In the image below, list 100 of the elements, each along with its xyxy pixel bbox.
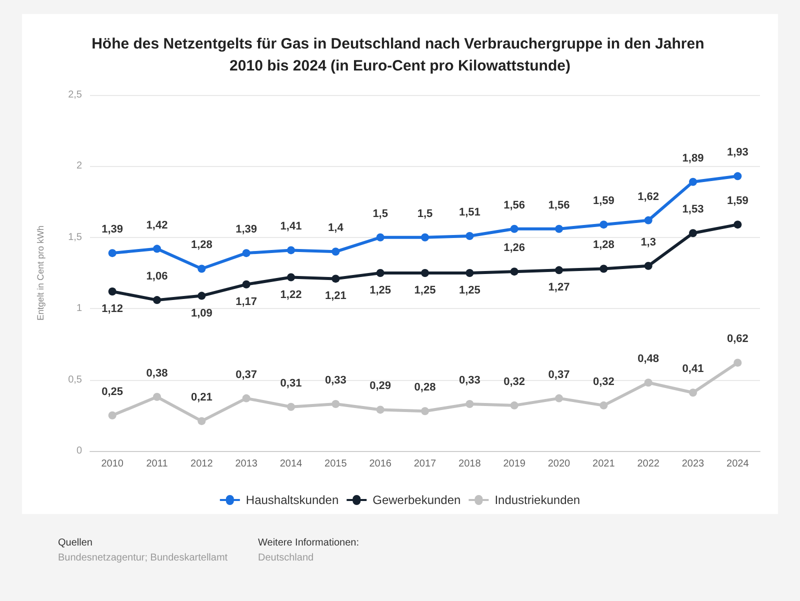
x-tick-label: 2021 bbox=[592, 458, 616, 470]
data-label: 1,59 bbox=[592, 195, 614, 208]
point bbox=[242, 249, 250, 258]
data-label: 1,12 bbox=[102, 303, 124, 316]
legend-label: Industriekunden bbox=[494, 493, 580, 507]
data-label: 0,38 bbox=[146, 367, 168, 380]
point bbox=[644, 216, 652, 224]
data-label: 0,62 bbox=[726, 333, 748, 346]
data-label: 0,31 bbox=[280, 377, 302, 390]
point bbox=[376, 269, 384, 277]
data-label: 1,4 bbox=[328, 222, 344, 234]
x-tick-label: 2013 bbox=[235, 458, 258, 470]
point bbox=[376, 406, 384, 414]
data-label: 0,33 bbox=[458, 374, 480, 387]
x-tick-label: 2017 bbox=[414, 458, 437, 470]
data-label: 1,25 bbox=[414, 284, 436, 296]
point bbox=[287, 402, 295, 411]
data-label: 1,51 bbox=[458, 206, 480, 218]
point bbox=[242, 394, 250, 402]
data-label: 0,33 bbox=[324, 374, 346, 387]
x-tick-label: 2010 bbox=[101, 458, 124, 470]
point bbox=[153, 296, 161, 304]
point bbox=[555, 266, 563, 274]
point bbox=[421, 269, 429, 277]
chart-title: Höhe des Netzentgelts für Gas in Deutschland nach Verbrauchergruppe in den Jahren 2010 bis 2024 (in Euro-Cent pro Kilowattstunde) bbox=[92, 36, 708, 74]
y-axis-title: Entgelt in Cent pro kWh bbox=[36, 225, 46, 321]
y-tick-label: 1,5 bbox=[68, 232, 82, 243]
point bbox=[600, 220, 608, 229]
point bbox=[287, 273, 295, 282]
data-label: 1,89 bbox=[682, 152, 704, 164]
point bbox=[689, 388, 697, 397]
data-label: 0,32 bbox=[504, 376, 526, 388]
x-tick-label: 2016 bbox=[369, 458, 392, 470]
point bbox=[332, 400, 340, 408]
point bbox=[734, 172, 742, 180]
data-label: 0,29 bbox=[370, 380, 392, 392]
point bbox=[600, 264, 608, 273]
data-label: 1,5 bbox=[417, 208, 433, 220]
text: Weitere Informationen: bbox=[258, 538, 359, 548]
data-label: 0,21 bbox=[190, 392, 212, 404]
data-label: 1,56 bbox=[504, 199, 526, 212]
x-tick-label: 2014 bbox=[280, 458, 303, 470]
point bbox=[734, 358, 742, 367]
point bbox=[644, 378, 652, 387]
data-label: 1,41 bbox=[280, 220, 302, 233]
data-label: 1,09 bbox=[190, 307, 212, 320]
point bbox=[108, 411, 116, 420]
point bbox=[332, 248, 340, 256]
point bbox=[600, 401, 608, 410]
x-tick-label: 2011 bbox=[146, 458, 168, 470]
point bbox=[376, 233, 384, 242]
y-tick-label: 2,5 bbox=[68, 90, 82, 100]
point bbox=[332, 274, 340, 283]
point bbox=[108, 249, 116, 258]
point bbox=[689, 178, 697, 186]
point bbox=[734, 220, 742, 229]
data-label: 1,53 bbox=[682, 204, 704, 216]
x-tick-label: 2019 bbox=[503, 458, 526, 470]
data-label: 1,22 bbox=[280, 288, 302, 301]
point bbox=[198, 264, 206, 273]
data-label: 1,42 bbox=[146, 219, 168, 232]
data-label: 1,93 bbox=[726, 146, 748, 159]
data-label: 1,17 bbox=[236, 296, 258, 308]
data-label: 1,21 bbox=[324, 290, 346, 302]
point bbox=[198, 292, 206, 300]
x-tick-label: 2018 bbox=[458, 458, 482, 470]
point bbox=[421, 407, 429, 416]
x-tick-label: 2023 bbox=[682, 458, 705, 470]
legend-label: Haushaltskunden bbox=[246, 493, 339, 507]
data-label: 0,25 bbox=[102, 386, 124, 398]
point bbox=[421, 233, 429, 242]
x-tick-label: 2015 bbox=[324, 458, 348, 470]
data-label: 1,59 bbox=[726, 195, 748, 208]
data-label: 1,62 bbox=[638, 190, 660, 203]
x-tick-label: 2024 bbox=[726, 458, 750, 470]
data-label: 1,5 bbox=[372, 208, 388, 220]
legend-label: Gewerbekunden bbox=[372, 493, 461, 507]
x-tick-label: 2022 bbox=[637, 458, 660, 470]
point bbox=[153, 244, 161, 253]
data-label: 0,37 bbox=[548, 368, 570, 381]
point bbox=[287, 246, 295, 254]
point bbox=[153, 392, 161, 401]
point bbox=[510, 224, 518, 233]
x-tick-label: 2012 bbox=[190, 458, 214, 470]
point bbox=[555, 224, 563, 233]
data-label: 1,56 bbox=[548, 199, 570, 212]
point bbox=[466, 232, 474, 240]
data-label: 0,28 bbox=[414, 382, 436, 394]
point bbox=[466, 269, 474, 277]
point bbox=[198, 417, 206, 426]
text: Deutschland bbox=[258, 552, 314, 564]
data-label: 1,28 bbox=[592, 239, 614, 252]
data-label: 1,39 bbox=[102, 224, 124, 236]
point bbox=[466, 400, 474, 408]
data-label: 1,28 bbox=[190, 239, 212, 252]
text: Bundesnetzagentur; Bundeskartellamt bbox=[58, 552, 228, 564]
point bbox=[242, 280, 250, 288]
point bbox=[689, 229, 697, 238]
data-label: 1,25 bbox=[458, 284, 480, 296]
data-label: 1,06 bbox=[146, 270, 168, 283]
